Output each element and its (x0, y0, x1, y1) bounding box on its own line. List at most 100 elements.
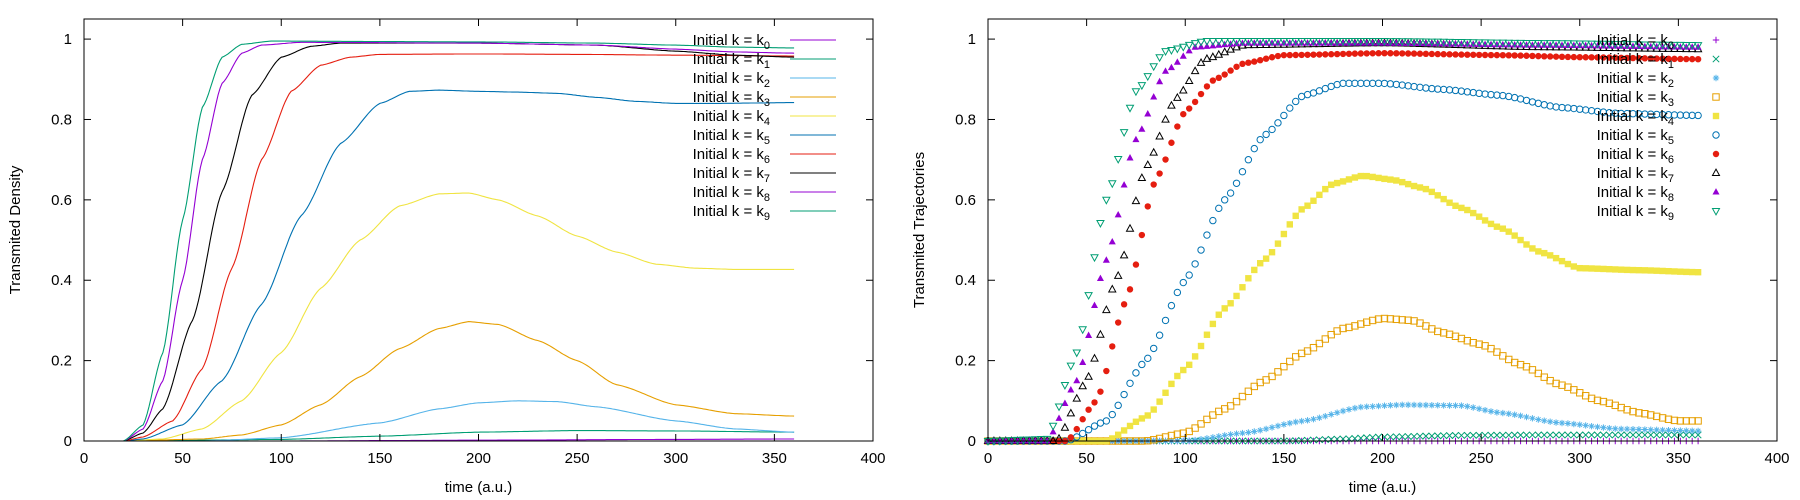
data-point (1386, 39, 1394, 46)
x-tick-label: 50 (1078, 450, 1095, 467)
legend-marker-k7 (1711, 168, 1721, 177)
data-point (1085, 406, 1092, 413)
data-point (1279, 38, 1289, 46)
data-point (1475, 40, 1483, 47)
data-point (1025, 437, 1033, 444)
data-point (1209, 320, 1217, 328)
data-point (1351, 50, 1359, 57)
data-point (1569, 40, 1579, 49)
legend-label-k4: Initial k = k4 (1597, 108, 1674, 128)
data-point (1073, 425, 1080, 433)
data-point (1504, 39, 1514, 48)
data-point (1570, 53, 1578, 61)
data-point (1427, 38, 1437, 47)
data-point (1321, 435, 1329, 444)
data-point (1049, 427, 1057, 435)
data-point (1505, 52, 1512, 59)
data-point (1280, 362, 1288, 371)
data-point (1682, 43, 1690, 50)
data-point (1322, 412, 1329, 420)
data-point (1036, 436, 1046, 444)
data-point (1587, 106, 1596, 115)
data-point (1653, 267, 1660, 274)
data-point (1168, 139, 1175, 146)
data-point (1688, 55, 1696, 63)
data-point (1434, 402, 1441, 409)
data-point (1113, 155, 1123, 164)
data-point (1564, 260, 1572, 268)
data-point (1551, 40, 1561, 49)
x-tick-label: 100 (1173, 450, 1198, 467)
data-point (1659, 42, 1667, 50)
data-point (1274, 422, 1282, 430)
data-point (1594, 423, 1601, 431)
data-point (1286, 39, 1294, 46)
data-point (1351, 174, 1359, 181)
data-point (1239, 429, 1246, 437)
data-point (1286, 357, 1294, 366)
data-point (1523, 413, 1530, 421)
data-point (1244, 156, 1253, 164)
data-point (1594, 265, 1601, 272)
data-point (1599, 40, 1608, 49)
data-point (1670, 431, 1678, 439)
legend-label-k4: Initial k = k4 (693, 108, 770, 128)
data-point (1179, 52, 1187, 59)
x-tick-label: 200 (466, 450, 491, 467)
data-point (1375, 50, 1382, 57)
data-point (1445, 86, 1454, 94)
data-point (1647, 267, 1654, 274)
data-point (1090, 422, 1099, 430)
data-point (1078, 429, 1087, 438)
data-point (1326, 38, 1336, 46)
data-point (1487, 408, 1495, 415)
series-line-k3 (123, 321, 795, 442)
data-point (1191, 353, 1199, 360)
data-point (1617, 431, 1625, 439)
x-tick-label: 100 (269, 450, 294, 467)
data-point (1091, 399, 1098, 406)
data-point (1475, 89, 1483, 98)
data-point (1677, 268, 1684, 275)
data-point (1428, 39, 1436, 47)
data-point (1273, 38, 1283, 46)
data-point (1451, 38, 1460, 47)
series-k9 (983, 38, 1703, 446)
data-point (1309, 39, 1317, 46)
data-point (1693, 42, 1703, 51)
data-point (1008, 437, 1016, 444)
data-point (1464, 206, 1471, 214)
data-point (1292, 51, 1299, 59)
data-point (1404, 180, 1412, 188)
data-point (1451, 86, 1460, 95)
data-point (1498, 39, 1508, 48)
data-point (1416, 83, 1424, 92)
data-point (1694, 269, 1702, 276)
data-point (1268, 372, 1276, 381)
data-point (1381, 175, 1388, 183)
data-point (1369, 39, 1377, 46)
data-point (1529, 52, 1536, 60)
data-point (1439, 38, 1449, 47)
data-point (1369, 433, 1377, 441)
data-point (1499, 91, 1507, 100)
legend-marker-k5 (1712, 131, 1720, 139)
data-point (1546, 252, 1554, 259)
data-point (1533, 40, 1543, 48)
data-point (1694, 43, 1702, 50)
data-point (1570, 420, 1578, 428)
data-point (1120, 181, 1128, 188)
data-point (1363, 434, 1371, 442)
data-point (1422, 39, 1430, 47)
data-point (1606, 265, 1613, 273)
data-point (1694, 111, 1702, 120)
data-point (1582, 265, 1589, 272)
data-point (1321, 39, 1329, 46)
data-point (1599, 431, 1607, 439)
data-point (1138, 415, 1146, 422)
data-point (1202, 38, 1212, 46)
data-point (1558, 431, 1566, 439)
data-point (1487, 431, 1495, 439)
data-point (1635, 42, 1643, 49)
